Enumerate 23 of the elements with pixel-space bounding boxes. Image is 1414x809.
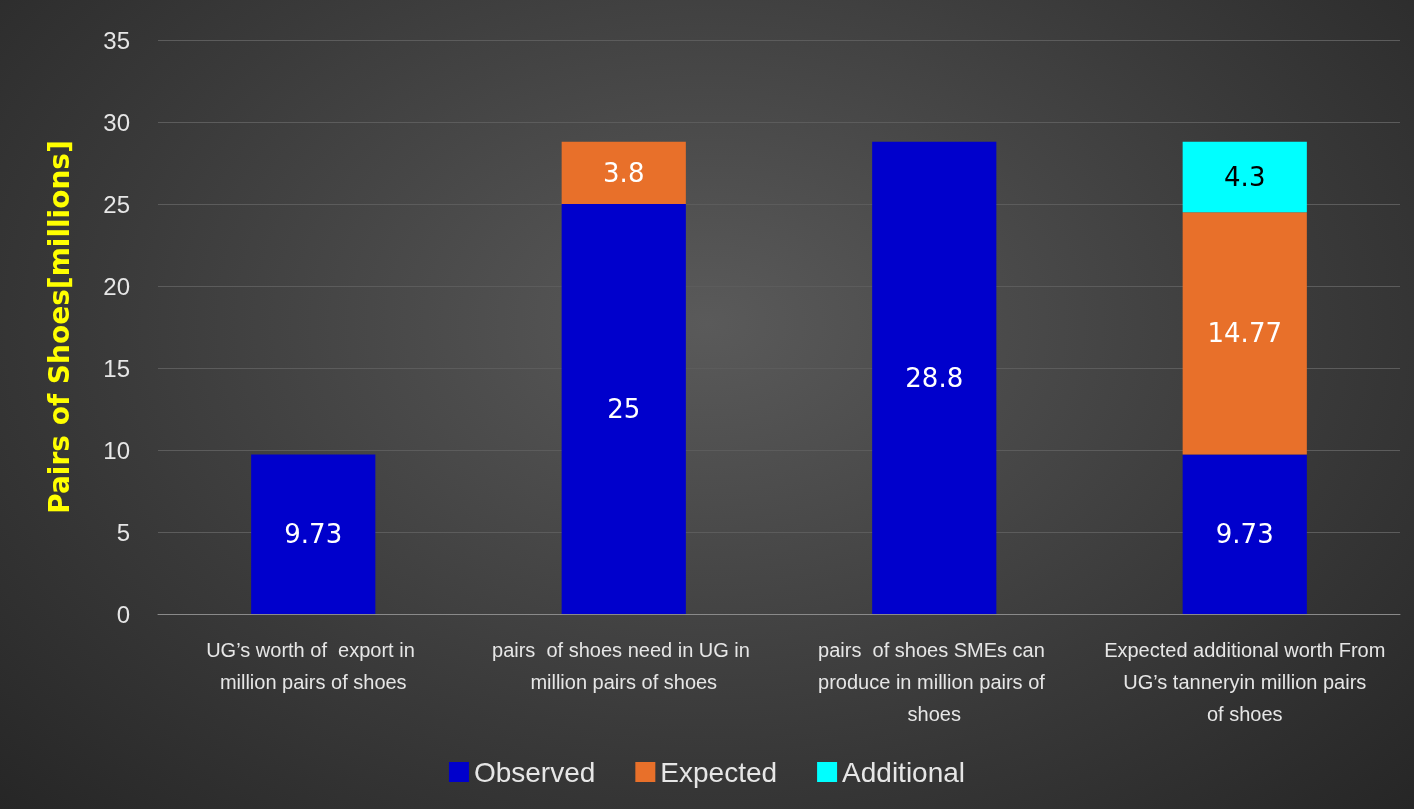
y-tick-label: 0 — [116, 600, 130, 628]
y-tick-label: 10 — [103, 436, 130, 464]
legend-label: Observed — [473, 756, 596, 788]
data-label: 3.8 — [603, 157, 645, 188]
legend-label: Expected — [660, 756, 778, 788]
y-tick-label: 35 — [103, 26, 130, 54]
x-tick-label: Expected additional worth From UG’s tanneryin million pairs of shoes — [1104, 639, 1386, 725]
data-label: 9.73 — [1215, 519, 1274, 550]
data-label: 9.73 — [284, 519, 343, 550]
x-tick-label: UG’s worth of export in million pairs of shoes — [206, 639, 421, 693]
y-tick-label: 15 — [103, 354, 130, 382]
x-tick-label: pairs of shoes need in UG in million pairs of shoes — [492, 639, 756, 693]
data-label: 4.3 — [1224, 161, 1266, 192]
y-tick-label: 5 — [116, 518, 130, 546]
data-label: 25 — [607, 394, 641, 424]
y-tick-label: 25 — [103, 190, 130, 218]
x-tick-label: pairs of shoes SMEs can produce in million pairs of shoes — [818, 639, 1051, 725]
y-tick-label: 30 — [103, 108, 130, 136]
y-tick-label: 20 — [103, 272, 130, 300]
data-label: 28.8 — [905, 362, 964, 393]
y-axis-title: Pairs of Shoes[millions] — [42, 140, 76, 514]
legend-label: Additional — [842, 756, 966, 788]
data-label: 14.77 — [1207, 318, 1282, 349]
